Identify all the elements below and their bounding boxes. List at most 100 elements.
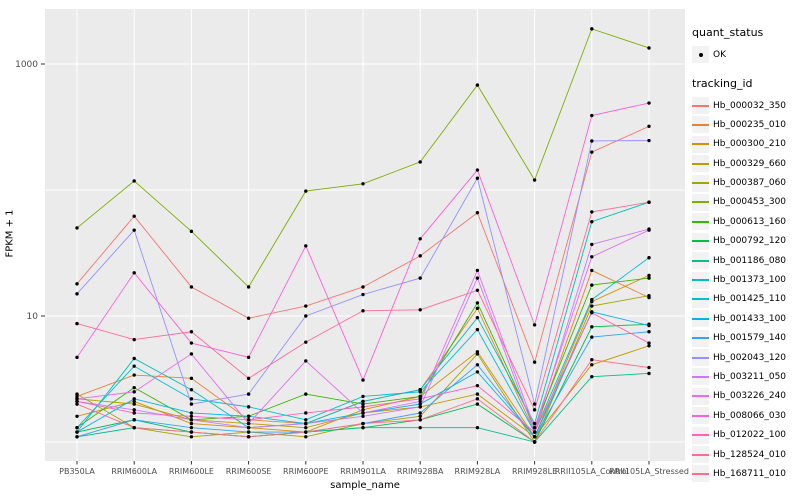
legend-item-label: Hb_000329_660 [713,158,787,169]
legend-key [692,174,709,192]
data-point [361,411,365,415]
data-point [475,383,480,388]
series-color-swatch [692,414,709,417]
legend-item-label: Hb_128524_010 [713,449,787,460]
legend-item-label: Hb_000453_300 [713,197,787,208]
legend-item: Hb_000300_210 [692,135,798,153]
data-point [590,255,594,259]
data-point [304,314,308,318]
data-point [246,425,251,430]
data-point [647,371,651,376]
series-color-swatch [692,259,709,262]
y-tick-label: 1000 [15,60,38,70]
data-point [304,244,308,248]
data-point [75,435,79,439]
data-point [304,418,308,422]
legend-item: Hb_003226_240 [692,387,798,405]
data-point [304,425,308,430]
data-point [418,418,422,422]
data-point [132,179,136,183]
series-color-swatch [692,220,709,223]
data-point [475,352,480,356]
data-point [361,292,365,297]
data-point [418,411,422,415]
data-point [132,402,136,406]
legend-item: Hb_002043_120 [692,349,798,367]
data-point [647,293,651,298]
data-point [189,435,194,439]
data-point [304,411,308,415]
data-point [189,430,194,434]
legend-key [692,310,709,328]
legend-item-label: Hb_000235_010 [713,119,787,130]
legend-item: Hb_000235_010 [692,116,798,134]
plot-area: PB350LA RRIM600LA RRIM600LE RRIM600SE RRIM60… [15,9,689,476]
data-point [246,355,251,360]
legend: quant_status OK tracking_id Hb_000032_35… [692,26,798,485]
data-point [361,394,365,399]
ok-point-icon [692,46,709,63]
x-tick-label: RRIM901LA [340,467,386,476]
data-point [132,271,136,275]
legend-key [692,407,709,425]
data-point [590,374,594,379]
x-tick-label: RRIM600LE [169,467,214,476]
data-point [246,418,251,422]
data-point [304,340,308,344]
legend-key [692,116,709,134]
legend-item: Hb_000453_300 [692,193,798,211]
data-point [590,357,594,362]
series-color-swatch [692,337,709,340]
series-color-swatch [692,182,709,185]
data-point [189,414,194,418]
data-point [132,385,136,390]
legend-item-label: Hb_001579_140 [713,333,787,344]
data-point [475,83,480,87]
data-point [647,323,651,328]
data-point [590,27,594,31]
series-color-swatch [692,356,709,359]
data-point [361,414,365,418]
data-point [647,101,651,105]
data-point [189,229,194,234]
data-point [475,425,480,430]
data-point [132,373,136,377]
data-point [75,402,79,406]
series-color-swatch [692,434,709,437]
data-point [361,421,365,426]
legend-key [692,135,709,153]
data-point [590,220,594,224]
data-point [532,360,537,364]
data-point [132,228,136,232]
legend-item: Hb_003211_050 [692,368,798,386]
legend-key [692,446,709,464]
data-point [532,421,537,426]
data-point [75,414,79,418]
series-color-swatch [692,317,709,320]
series-color-swatch [692,162,709,165]
series-color-swatch [692,240,709,243]
legend-key [692,252,709,270]
data-point [246,405,251,409]
data-point [189,425,194,430]
legend-item-label: OK [713,49,726,60]
legend-item: Hb_001186_080 [692,252,798,270]
series-color-swatch [692,201,709,204]
data-point [532,408,537,412]
data-point [189,285,194,289]
y-tick-label: 10 [27,312,39,322]
legend-key [692,193,709,211]
data-point [418,414,422,418]
data-point [532,430,537,434]
legend-item: Hb_001433_100 [692,310,798,328]
series-color-swatch [692,375,709,378]
data-point [132,418,136,422]
legend-item: Hb_000613_160 [692,213,798,231]
data-point [418,397,422,401]
data-point [590,335,594,339]
data-point [532,323,537,327]
data-point [361,378,365,382]
legend-key [692,349,709,367]
data-point [189,418,194,422]
legend-item-label: Hb_000792_120 [713,236,787,247]
